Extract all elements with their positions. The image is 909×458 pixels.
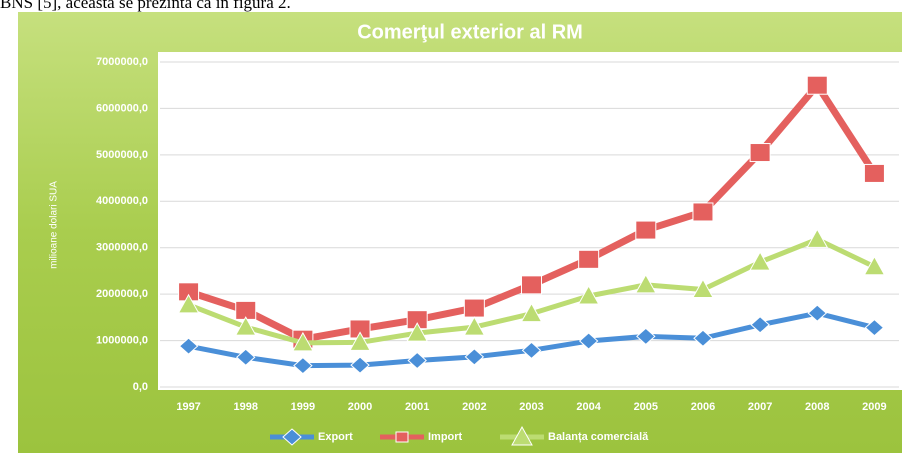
- marker: [521, 275, 542, 295]
- x-tick-label: 2002: [462, 401, 486, 413]
- x-tick-label: 2003: [519, 401, 543, 413]
- marker: [864, 318, 885, 337]
- plot-area: [158, 52, 902, 390]
- marker: [806, 75, 828, 95]
- document-text: BNS [5], aceasta se prezintă ca în figur…: [0, 0, 291, 12]
- legend-label: Export: [318, 431, 353, 443]
- marker: [634, 273, 657, 294]
- marker: [806, 228, 829, 248]
- y-tick-label: 7000000,0: [96, 56, 148, 68]
- marker: [749, 251, 771, 271]
- marker: [463, 298, 485, 318]
- x-tick-label: 1997: [176, 401, 200, 413]
- marker: [577, 284, 600, 305]
- marker: [234, 316, 257, 336]
- y-tick-label: 2000000,0: [96, 288, 148, 300]
- marker: [463, 316, 486, 336]
- y-axis-label: milioane dolari SUA: [49, 181, 60, 269]
- x-tick-label: 2001: [405, 401, 429, 413]
- marker: [177, 293, 200, 314]
- marker: [636, 327, 656, 346]
- marker: [520, 302, 543, 323]
- marker: [578, 249, 600, 269]
- marker: [750, 316, 770, 334]
- legend-label: Balanța comercială: [548, 431, 649, 443]
- y-tick-label: 5000000,0: [96, 149, 148, 161]
- marker: [693, 329, 713, 347]
- marker: [692, 278, 714, 298]
- x-tick-label: 2007: [748, 401, 772, 413]
- legend-marker: [282, 428, 302, 446]
- y-tick-label: 3000000,0: [96, 242, 148, 254]
- marker: [293, 356, 313, 375]
- chart-title: Comerţul exterior al RM: [357, 21, 583, 43]
- marker: [863, 255, 886, 276]
- marker: [635, 220, 657, 240]
- x-tick-label: 2009: [862, 401, 886, 413]
- x-tick-label: 2004: [576, 401, 601, 413]
- marker: [464, 348, 485, 366]
- y-tick-label: 1000000,0: [96, 334, 148, 346]
- y-tick-label: 4000000,0: [96, 195, 148, 207]
- marker: [406, 322, 429, 342]
- marker: [863, 163, 885, 183]
- y-tick-label: 0,0: [133, 381, 148, 393]
- legend-label: Import: [428, 431, 463, 443]
- marker: [235, 348, 256, 366]
- x-tick-label: 2000: [348, 401, 372, 413]
- x-tick-label: 2006: [691, 401, 715, 413]
- y-tick-label: 6000000,0: [96, 102, 148, 114]
- x-tick-label: 1999: [291, 401, 315, 413]
- marker: [349, 331, 371, 351]
- marker: [749, 143, 771, 163]
- marker: [407, 351, 427, 370]
- marker: [292, 331, 314, 352]
- x-tick-label: 1998: [233, 401, 257, 413]
- legend-marker: [511, 425, 533, 446]
- series: [178, 304, 885, 375]
- series: [177, 228, 886, 352]
- legend-marker: [395, 431, 409, 443]
- marker: [578, 332, 599, 350]
- marker: [178, 337, 199, 355]
- marker: [807, 304, 828, 322]
- marker: [692, 202, 714, 222]
- marker: [350, 356, 370, 374]
- x-tick-label: 2005: [634, 401, 658, 413]
- marker: [521, 341, 542, 359]
- x-tick-label: 2008: [805, 401, 829, 413]
